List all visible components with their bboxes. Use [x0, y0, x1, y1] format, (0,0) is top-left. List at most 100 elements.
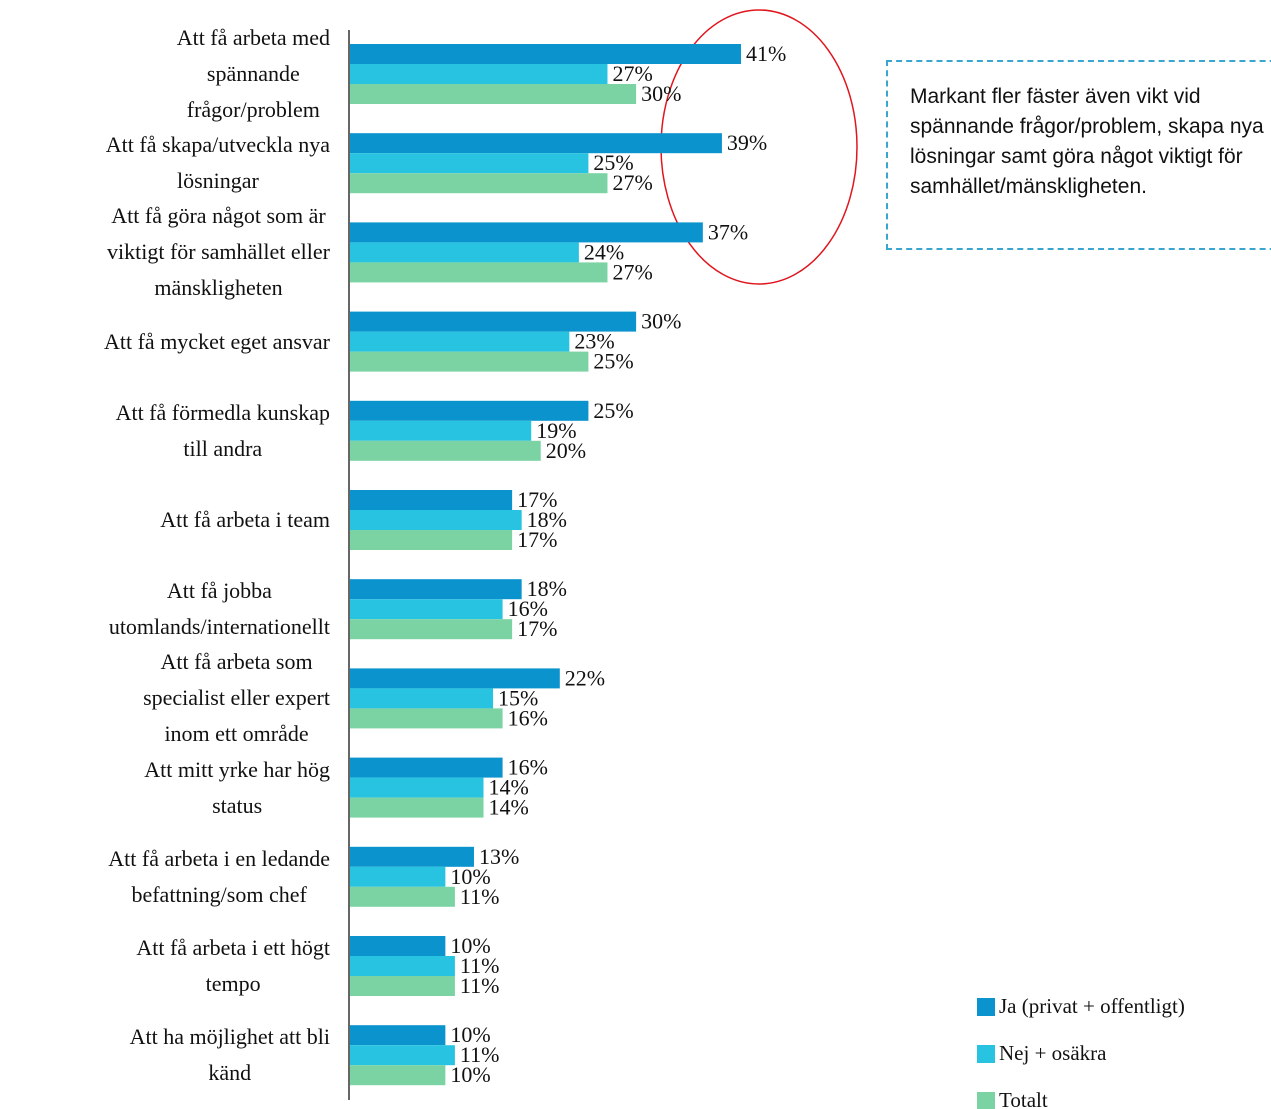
bar: [350, 956, 455, 976]
bar: [350, 797, 484, 818]
bar: [350, 708, 503, 729]
value-label: 16%: [508, 705, 548, 730]
bar: [350, 668, 560, 689]
bar: [350, 400, 589, 421]
bar: [350, 331, 570, 352]
value-label: 10%: [450, 1062, 490, 1087]
value-label: 22%: [565, 665, 605, 690]
value-label: 39%: [727, 130, 767, 155]
legend-item: Ja (privat + offentligt): [977, 994, 1185, 1019]
legend-swatch: [977, 1044, 995, 1063]
value-label: 18%: [527, 507, 567, 532]
bar: [350, 846, 474, 867]
category-label: Att ha möjlighet att bli känd: [129, 1024, 330, 1086]
value-label: 25%: [593, 349, 633, 374]
bar: [350, 64, 608, 84]
value-label: 27%: [612, 61, 652, 86]
bar: [350, 133, 722, 154]
value-label: 25%: [593, 398, 633, 423]
value-label: 37%: [708, 219, 748, 244]
bar: [350, 599, 503, 620]
category-label-box: Att få arbeta i en ledande befattning/so…: [0, 832, 330, 921]
bar: [350, 886, 455, 907]
category-label-box: Att få skapa/utveckla nya lösningar: [0, 119, 330, 208]
category-label-box: Att mitt yrke har hög status: [0, 743, 330, 832]
category-label: Att få göra något som är viktigt för sam…: [107, 203, 330, 301]
bar: [350, 1045, 455, 1066]
value-label: 11%: [460, 973, 500, 998]
bar: [350, 1025, 446, 1046]
category-label: Att få arbeta i ett högt tempo: [136, 935, 330, 996]
category-label-box: Att få mycket eget ansvar: [0, 297, 330, 386]
value-label: 10%: [450, 864, 490, 889]
bar: [350, 351, 589, 372]
value-label: 25%: [593, 150, 633, 175]
value-label: 11%: [460, 953, 500, 978]
bar: [350, 440, 541, 461]
bar: [350, 619, 513, 640]
value-label: 24%: [584, 239, 624, 264]
bar: [350, 1065, 446, 1086]
bar: [350, 44, 741, 64]
value-label: 10%: [450, 933, 490, 958]
bar: [350, 153, 589, 174]
category-label: Att få arbeta som specialist eller exper…: [143, 649, 330, 747]
legend-swatch: [977, 997, 995, 1016]
category-label-box: Att ha möjlighet att bli känd: [0, 1011, 330, 1100]
bar: [350, 579, 522, 600]
value-label: 30%: [641, 81, 681, 106]
bar: [350, 866, 446, 887]
bar: [350, 84, 637, 104]
legend-item: Nej + osäkra: [977, 1041, 1106, 1066]
value-label: 14%: [489, 775, 529, 800]
value-label: 15%: [498, 685, 538, 710]
category-label-box: Att få arbeta som specialist eller exper…: [0, 649, 330, 746]
bar: [350, 510, 522, 530]
value-label: 27%: [612, 259, 652, 284]
value-label: 16%: [508, 596, 548, 621]
legend-label: Ja (privat + offentligt): [999, 994, 1185, 1018]
bar: [350, 530, 513, 550]
annotation: Markant fler fäster även vikt vid spänna…: [886, 60, 1271, 250]
value-label: 10%: [450, 1022, 490, 1047]
value-label: 18%: [527, 576, 567, 601]
bar: [350, 262, 608, 283]
value-label: 23%: [574, 329, 614, 354]
legend-item: Totalt: [977, 1088, 1048, 1109]
value-label: 27%: [612, 170, 652, 195]
value-label: 13%: [479, 844, 519, 869]
value-label: 20%: [546, 438, 586, 463]
bar: [350, 173, 608, 194]
legend-label: Nej + osäkra: [999, 1041, 1107, 1065]
value-label: 17%: [517, 616, 557, 641]
value-label: 11%: [460, 884, 500, 909]
category-label: Att få arbeta i en ledande befattning/so…: [108, 845, 330, 907]
value-label: 11%: [460, 1042, 500, 1067]
bar: [350, 936, 446, 956]
legend-label: Totalt: [999, 1088, 1048, 1109]
category-label: Att få jobba utomlands/internationellt: [108, 578, 330, 640]
bar: [350, 757, 503, 778]
bar: [350, 242, 579, 263]
value-label: 14%: [489, 795, 529, 820]
value-label: 30%: [641, 309, 681, 334]
category-label: Att mitt yrke har hög status: [144, 756, 330, 818]
value-label: 17%: [517, 527, 557, 552]
category-label-box: Att få arbeta i team: [0, 476, 330, 565]
value-label: 19%: [536, 418, 576, 443]
bar: [350, 976, 455, 996]
bar: [350, 777, 484, 798]
bar: [350, 490, 513, 510]
bar: [350, 311, 637, 332]
category-label-box: Att få jobba utomlands/internationellt: [0, 565, 330, 654]
bar: [350, 688, 494, 709]
legend-swatch: [977, 1091, 995, 1109]
value-label: 17%: [517, 487, 557, 512]
category-label-box: Att få arbeta i ett högt tempo: [0, 922, 330, 1011]
category-label-box: Att få göra något som är viktigt för sam…: [0, 203, 330, 300]
bar: [350, 222, 703, 243]
category-label: Att få förmedla kunskap till andra: [115, 399, 330, 461]
category-label: Att få arbeta i team: [160, 507, 330, 532]
